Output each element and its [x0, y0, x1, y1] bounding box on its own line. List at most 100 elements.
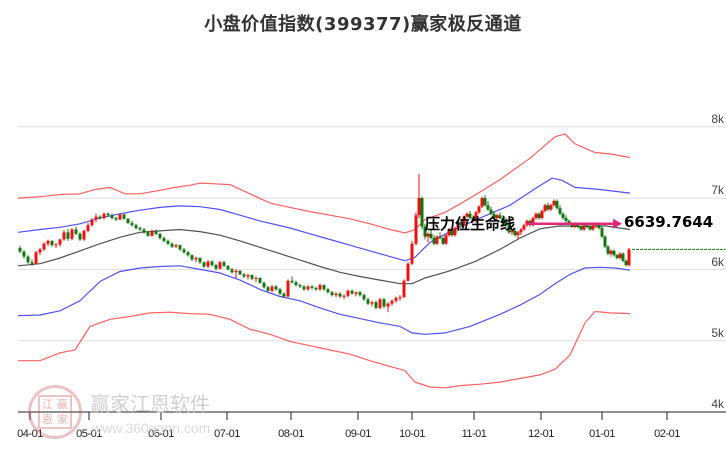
candle-body: [366, 299, 370, 304]
candle-body: [182, 249, 186, 253]
x-tick-label: 11-01: [461, 428, 487, 440]
y-tick-label-4k: 4k: [711, 397, 724, 411]
candle-body: [450, 229, 454, 236]
candle-body: [282, 293, 286, 297]
candle-body: [210, 261, 214, 266]
candle-body: [370, 302, 374, 304]
candle-body: [82, 230, 86, 240]
x-tick-label: 10-01: [399, 428, 425, 440]
y-tick-label-8k: 8k: [711, 112, 724, 126]
candle-body: [194, 257, 198, 260]
candle-body: [513, 230, 517, 236]
candle-body: [597, 223, 601, 229]
candle-body: [486, 205, 490, 210]
candle-body: [414, 215, 418, 244]
candle-body: [531, 218, 535, 226]
candle-body: [453, 228, 457, 236]
candle-body: [627, 249, 631, 266]
candle-body: [58, 239, 62, 245]
y-tick-label-7k: 7k: [711, 183, 724, 197]
candle-body: [34, 252, 38, 264]
candle-body: [489, 209, 493, 214]
outer-lower-line: [18, 310, 631, 389]
candle-body: [22, 251, 26, 257]
x-tick-label: 01-01: [589, 428, 615, 440]
x-tick-label: 12-01: [528, 428, 554, 440]
candle-body: [290, 280, 294, 283]
candle-body: [410, 243, 414, 264]
candle-body: [106, 213, 110, 216]
candle-body: [170, 243, 174, 247]
candle-body: [549, 205, 553, 210]
x-tick-label: 08-01: [278, 428, 304, 440]
candles: [18, 173, 631, 313]
candle-body: [218, 262, 222, 269]
candle-body: [394, 297, 398, 301]
watermark-logo-char: 恩: [42, 413, 53, 426]
candle-body: [174, 245, 178, 247]
candle-body: [278, 289, 282, 294]
candle-body: [570, 223, 574, 227]
y-tick-label-5k: 5k: [711, 326, 724, 340]
candle-body: [462, 216, 466, 226]
candle-body: [326, 289, 330, 293]
candle-body: [546, 205, 550, 210]
resistance-line-label: 压力位生命线: [425, 215, 516, 233]
candle-body: [310, 286, 314, 288]
y-tick-label-6k: 6k: [711, 255, 724, 269]
candle-body: [90, 219, 94, 226]
candle-body: [573, 223, 577, 227]
candle-body: [510, 230, 514, 233]
candle-body: [30, 262, 34, 264]
candle-body: [447, 229, 451, 236]
candle-body: [178, 245, 182, 250]
annotation-lines: [527, 218, 726, 250]
candle-body: [374, 302, 378, 308]
candle-body: [274, 286, 278, 290]
candle-body: [118, 214, 122, 220]
candle-body: [150, 230, 154, 236]
candle-body: [498, 215, 502, 219]
outer-upper-line: [17, 133, 631, 234]
candle-body: [477, 206, 481, 213]
candle-body: [198, 257, 202, 263]
candle-body: [134, 225, 138, 229]
mid-line-line: [17, 225, 631, 285]
candle-body: [222, 262, 226, 266]
watermark-logo-char: 赢: [57, 398, 68, 411]
candle-body: [202, 262, 206, 267]
candle-body: [468, 213, 472, 219]
candle-body: [262, 282, 266, 288]
candle-body: [585, 225, 589, 227]
candle-body: [390, 300, 394, 304]
candle-body: [242, 274, 246, 277]
candle-body: [406, 263, 410, 281]
candle-body: [576, 223, 580, 227]
candle-body: [74, 229, 78, 234]
candle-body: [382, 299, 386, 307]
candle-body: [142, 229, 146, 233]
candle-body: [483, 198, 487, 206]
candle-body: [246, 275, 250, 277]
inner-upper-line: [17, 177, 631, 262]
candle-body: [86, 225, 90, 231]
candle-body: [70, 229, 74, 239]
watermark-logo: 江 赢 恩 家: [28, 385, 82, 439]
candle-body: [402, 280, 406, 298]
x-tick-label: 05-01: [76, 428, 102, 440]
candle-body: [158, 233, 162, 239]
candle-body: [342, 295, 346, 297]
x-tick-label: 07-01: [214, 428, 240, 440]
candle-body: [294, 282, 298, 286]
candle-body: [588, 226, 592, 230]
candle-body: [609, 250, 613, 254]
candle-body: [378, 299, 382, 308]
candle-body: [480, 198, 484, 207]
candle-body: [98, 216, 102, 219]
candle-body: [42, 243, 46, 250]
candle-body: [552, 200, 556, 206]
candle-body: [621, 253, 625, 261]
candle-body: [561, 213, 565, 219]
candle-body: [346, 290, 350, 296]
candle-body: [429, 233, 433, 239]
